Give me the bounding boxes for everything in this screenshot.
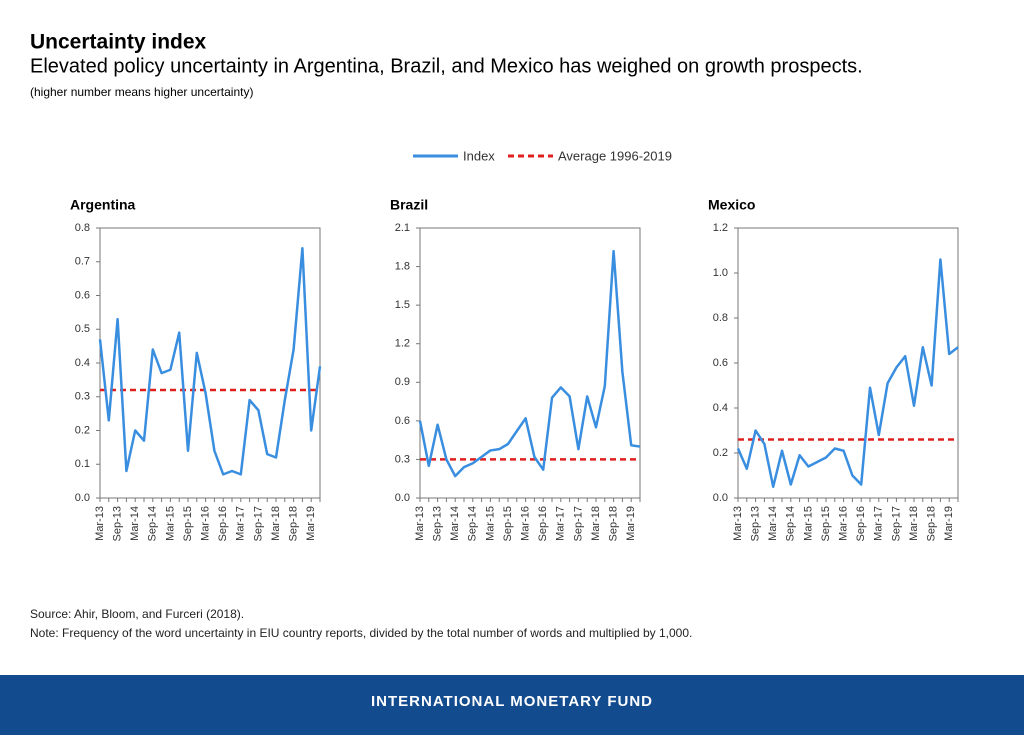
x-tick-label: Mar-15 bbox=[802, 506, 814, 541]
panel-title: Argentina bbox=[70, 197, 136, 213]
y-tick-label: 0.3 bbox=[395, 453, 410, 465]
x-tick-label: Mar-13 bbox=[732, 506, 744, 541]
x-tick-label: Mar-16 bbox=[200, 506, 212, 541]
x-tick-label: Sep-18 bbox=[608, 506, 620, 541]
footnote: Note: Frequency of the word uncertainty … bbox=[30, 626, 692, 640]
x-tick-label: Mar-19 bbox=[943, 506, 955, 541]
index-line bbox=[98, 247, 322, 476]
title: Uncertainty index bbox=[30, 31, 207, 54]
x-tick-label: Mar-17 bbox=[873, 506, 885, 541]
y-tick-label: 0.4 bbox=[713, 402, 728, 414]
plot-frame bbox=[737, 227, 959, 499]
y-tick-label: 1.0 bbox=[713, 267, 728, 279]
y-tick-label: 0.7 bbox=[75, 256, 90, 268]
index-line bbox=[418, 249, 641, 478]
plot-frame bbox=[99, 227, 321, 499]
y-tick-label: 0.9 bbox=[395, 376, 410, 388]
x-tick-label: Sep-17 bbox=[890, 506, 902, 541]
legend-label: Average 1996-2019 bbox=[558, 148, 672, 163]
y-tick-label: 1.2 bbox=[713, 222, 728, 234]
y-tick-label: 0.8 bbox=[713, 312, 728, 324]
y-tick-label: 0.0 bbox=[395, 492, 410, 504]
x-tick-label: Mar-14 bbox=[129, 506, 141, 541]
y-tick-label: 0.6 bbox=[395, 415, 410, 427]
y-tick-label: 2.1 bbox=[395, 222, 410, 234]
y-tick-label: 0.1 bbox=[75, 458, 90, 470]
x-tick-label: Sep-15 bbox=[502, 506, 514, 541]
x-tick-label: Sep-17 bbox=[572, 506, 584, 541]
brand: INTERNATIONAL MONETARY FUND bbox=[371, 693, 653, 710]
x-tick-label: Mar-17 bbox=[555, 506, 567, 541]
y-tick-label: 0.4 bbox=[75, 357, 90, 369]
x-tick-label: Sep-13 bbox=[432, 506, 444, 541]
y-tick-label: 1.5 bbox=[395, 299, 410, 311]
x-tick-label: Mar-17 bbox=[235, 506, 247, 541]
x-tick-label: Mar-14 bbox=[767, 506, 779, 541]
x-tick-label: Mar-18 bbox=[908, 506, 920, 541]
y-tick-label: 0.6 bbox=[713, 357, 728, 369]
index-line bbox=[736, 258, 959, 488]
y-tick-label: 0.0 bbox=[75, 492, 90, 504]
x-tick-label: Mar-19 bbox=[305, 506, 317, 541]
x-tick-label: Sep-15 bbox=[182, 506, 194, 541]
x-tick-label: Sep-14 bbox=[785, 506, 797, 541]
legend-label: Index bbox=[463, 148, 495, 163]
x-tick-label: Mar-19 bbox=[625, 506, 637, 541]
x-tick-label: Mar-18 bbox=[590, 506, 602, 541]
y-tick-label: 0.3 bbox=[75, 391, 90, 403]
x-tick-label: Mar-13 bbox=[94, 506, 106, 541]
panel-title: Brazil bbox=[390, 197, 428, 213]
x-tick-label: Sep-16 bbox=[855, 506, 867, 541]
x-tick-label: Mar-14 bbox=[449, 506, 461, 541]
y-tick-label: 0.2 bbox=[75, 424, 90, 436]
subtitle: Elevated policy uncertainty in Argentina… bbox=[30, 55, 863, 77]
y-tick-label: 0.2 bbox=[713, 447, 728, 459]
x-tick-label: Sep-18 bbox=[926, 506, 938, 541]
plot-frame bbox=[419, 227, 641, 499]
x-tick-label: Mar-18 bbox=[270, 506, 282, 541]
x-tick-label: Mar-16 bbox=[838, 506, 850, 541]
panel-title: Mexico bbox=[708, 197, 755, 213]
x-tick-label: Sep-18 bbox=[288, 506, 300, 541]
x-tick-label: Sep-16 bbox=[217, 506, 229, 541]
x-tick-label: Mar-15 bbox=[484, 506, 496, 541]
header-note: (higher number means higher uncertainty) bbox=[30, 85, 253, 99]
x-tick-label: Mar-13 bbox=[414, 506, 426, 541]
y-tick-label: 0.5 bbox=[75, 323, 90, 335]
y-tick-label: 1.2 bbox=[395, 338, 410, 350]
x-tick-label: Sep-15 bbox=[820, 506, 832, 541]
y-tick-label: 0.0 bbox=[713, 492, 728, 504]
x-tick-label: Sep-16 bbox=[537, 506, 549, 541]
source: Source: Ahir, Bloom, and Furceri (2018). bbox=[30, 607, 244, 621]
y-tick-label: 0.8 bbox=[75, 222, 90, 234]
y-tick-label: 1.8 bbox=[395, 260, 410, 272]
x-tick-label: Sep-13 bbox=[750, 506, 762, 541]
x-tick-label: Sep-14 bbox=[467, 506, 479, 541]
x-tick-label: Sep-17 bbox=[252, 506, 264, 541]
footer-band bbox=[0, 675, 1024, 735]
x-tick-label: Sep-13 bbox=[112, 506, 124, 541]
x-tick-label: Sep-14 bbox=[147, 506, 159, 541]
x-tick-label: Mar-16 bbox=[520, 506, 532, 541]
x-tick-label: Mar-15 bbox=[164, 506, 176, 541]
y-tick-label: 0.6 bbox=[75, 289, 90, 301]
